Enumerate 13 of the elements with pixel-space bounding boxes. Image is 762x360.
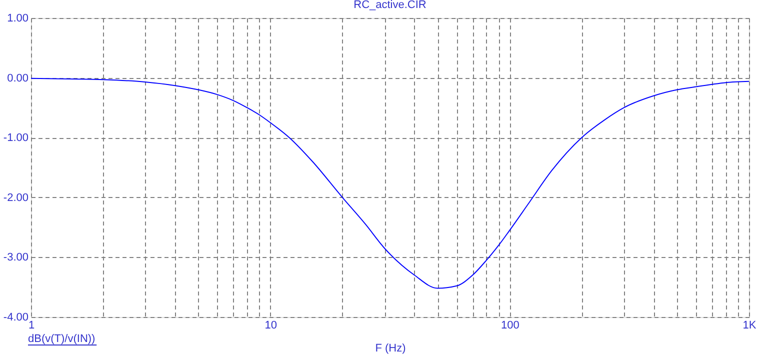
x-tick-label: 10 <box>264 320 277 332</box>
x-tick-label: 100 <box>500 320 520 332</box>
y-tick-label: -3.00 <box>3 252 28 264</box>
y-tick-label: 1.00 <box>7 12 28 24</box>
y-tick-label: -2.00 <box>3 192 28 204</box>
x-tick-label: 1 <box>28 320 35 332</box>
text: dB(v(T)/v(IN)) <box>28 333 96 345</box>
y-tick-label: -1.00 <box>3 132 28 144</box>
y-tick-label: 0.00 <box>7 72 28 84</box>
y-tick-label: -4.00 <box>3 312 28 324</box>
chart-title: RC_active.CIR <box>354 0 426 11</box>
x-tick-label: 1K <box>742 320 757 332</box>
x-axis-title: F (Hz) <box>375 342 406 354</box>
